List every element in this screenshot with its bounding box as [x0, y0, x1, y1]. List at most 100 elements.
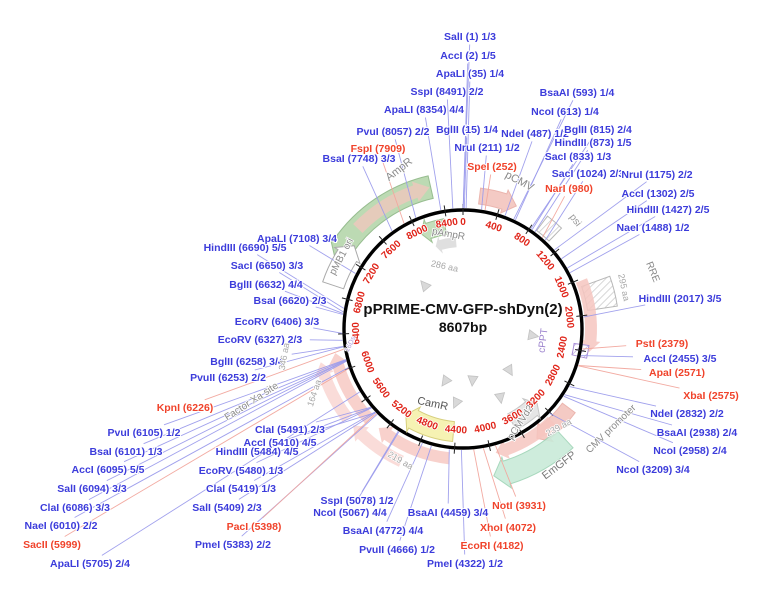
cds-arc — [353, 425, 404, 467]
site-leader-line — [256, 254, 345, 309]
camr-arrow — [405, 405, 455, 443]
restriction-site-label: FspI (7909) — [351, 143, 406, 155]
restriction-site-label: ApaLI (7108) 3/4 — [257, 233, 337, 245]
tick-mark — [564, 380, 575, 387]
site-leader-line — [569, 234, 640, 273]
site-leader-line — [561, 200, 648, 260]
site-leader-line — [481, 155, 487, 210]
site-leader-line — [531, 163, 574, 230]
site-leader-line — [204, 348, 344, 401]
tick-number: 2800 — [543, 362, 563, 387]
site-leader-line — [544, 180, 584, 241]
restriction-site-label: SalI (5409) 2/3 — [192, 502, 262, 514]
restriction-site-label: NotI (3931) — [492, 500, 546, 512]
ampr-cds-arc — [353, 181, 430, 233]
site-leader-line — [569, 386, 657, 407]
restriction-site-label: SalI (6094) 3/3 — [57, 483, 127, 495]
restriction-site-label: ApaLI (35) 1/4 — [436, 68, 504, 80]
restriction-site-label: BsaAI (4772) 4/4 — [343, 525, 424, 537]
restriction-site-label: SacI (6650) 3/3 — [231, 260, 304, 272]
site-leader-line — [578, 365, 680, 389]
restriction-site-label: EcoRI (4182) — [460, 540, 523, 552]
tick-mark — [418, 435, 424, 447]
primer-triangle-icon — [527, 329, 540, 341]
feature-label-psi: psi — [567, 212, 584, 229]
tick-number: 800 — [512, 231, 532, 250]
aa239-cds-arc — [495, 416, 557, 459]
restriction-site-label: SspI (8491) 2/2 — [411, 86, 484, 98]
tick-mark — [525, 224, 533, 235]
tick-mark — [443, 205, 447, 217]
site-leader-line — [309, 339, 343, 341]
restriction-site-label: AccI (2) 1/5 — [440, 50, 496, 62]
restriction-site-label: BsaI (6620) 2/3 — [254, 295, 327, 307]
restriction-site-label: ClaI (5491) 2/3 — [255, 424, 325, 436]
restriction-site-label: PvuII (6253) 2/2 — [190, 372, 266, 384]
restriction-site-label: ApaLI (8354) 4/4 — [384, 104, 464, 116]
restriction-site-label: AccI (1302) 2/5 — [622, 188, 695, 200]
restriction-site-label: BglII (815) 2/4 — [564, 124, 632, 136]
restriction-site-label: SpeI (252) — [467, 161, 517, 173]
plasmid-size: 8607bp — [439, 319, 487, 335]
restriction-site-label: HindIII (6690) 5/5 — [204, 242, 287, 254]
restriction-site-label: NaeI (6010) 2/2 — [25, 520, 98, 532]
primer-triangle-icon — [502, 363, 513, 377]
tick-mark — [341, 297, 353, 302]
tick-number: 6400 — [351, 322, 363, 345]
site-leader-line — [504, 141, 533, 216]
restriction-site-label: SalI (1) 1/3 — [444, 31, 496, 43]
site-leader-line — [583, 304, 646, 318]
restriction-site-label: XbaI (2575) — [683, 390, 738, 402]
feature-label-aa_286: 286 aa — [430, 258, 459, 274]
site-leader-line — [309, 245, 356, 274]
site-leader-line — [101, 391, 360, 556]
tick-number: 4000 — [473, 420, 498, 436]
tick-mark — [550, 248, 560, 257]
site-leader-line — [563, 395, 674, 444]
site-leader-line — [143, 359, 347, 445]
site-leader-line — [462, 63, 469, 209]
tick-mark — [386, 419, 395, 429]
site-leader-line — [542, 196, 565, 238]
tick-mark — [355, 263, 366, 271]
feature-label-cmv_promoter: CMV promoter — [584, 402, 639, 456]
aa164-cds-arc — [328, 353, 374, 424]
restriction-site-label: PvuI (8057) 2/2 — [357, 126, 430, 138]
tick-mark — [576, 314, 588, 317]
tick-marks — [338, 204, 588, 454]
restriction-site-label: HindIII (5484) 4/5 — [216, 446, 299, 458]
restriction-site-label: ClaI (5419) 1/3 — [206, 483, 276, 495]
site-leader-line — [495, 445, 517, 497]
site-leader-line — [549, 413, 640, 462]
feature-label-aa_295: 295 aa — [616, 273, 632, 302]
site-leader-line — [567, 216, 656, 269]
restriction-site-label: NcoI (613) 1/4 — [531, 106, 599, 118]
restriction-site-label: EcoRV (6327) 2/3 — [218, 334, 303, 346]
site-leader-line — [386, 442, 423, 522]
restriction-site-label: AccI (2455) 3/5 — [644, 353, 717, 365]
tick-number: 1600 — [552, 275, 571, 300]
site-leader-line — [463, 137, 468, 209]
site-leader-line — [254, 346, 344, 371]
site-leader-line — [473, 449, 491, 537]
restriction-site-label: SacI (1024) 2/3 — [552, 168, 625, 180]
feature-label-factor_xa: Factor Xa site — [223, 380, 281, 423]
site-leader-line — [64, 368, 349, 537]
restriction-site-label: NaeI (1488) 1/2 — [617, 222, 690, 234]
tick-mark — [487, 440, 491, 452]
restriction-site-label: PvuI (6105) 1/2 — [108, 427, 181, 439]
site-leader-line — [315, 406, 371, 423]
pmb1-ori-arrow — [322, 245, 361, 290]
plasmid-title: pPRIME-CMV-GFP-shDyn(2) — [363, 301, 562, 318]
site-leader-line — [238, 412, 376, 500]
site-leader-line — [291, 345, 344, 355]
site-leader-line — [582, 345, 627, 350]
tick-mark — [567, 279, 579, 285]
aa346-cds-arc — [314, 362, 353, 423]
site-leader-line — [514, 119, 562, 221]
site-leader-line — [578, 365, 642, 371]
restriction-site-label: XhoI (4072) — [480, 522, 536, 534]
tick-mark — [453, 442, 456, 454]
site-leader-line — [447, 449, 450, 504]
